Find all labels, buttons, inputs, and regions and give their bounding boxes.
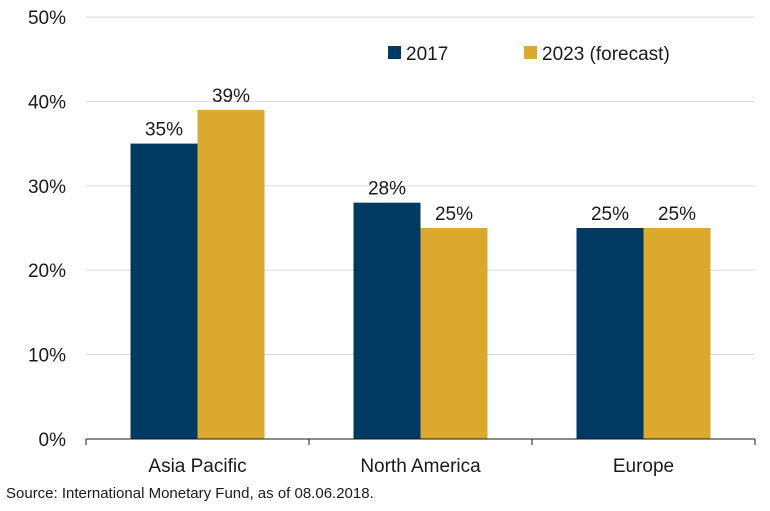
data-label: 25% [435, 204, 473, 225]
x-category-label: Europe [613, 456, 674, 477]
legend-label: 2023 (forecast) [542, 44, 670, 65]
x-axis: Asia Pacific North America Europe [85, 438, 756, 477]
data-labels: 35% 39% 28% 25% 25% 25% [145, 86, 696, 225]
source-note: Source: International Monetary Fund, as … [6, 485, 374, 502]
bars [130, 109, 711, 439]
bar [130, 143, 198, 439]
y-tick-label: 20% [28, 261, 66, 282]
x-category-label: Asia Pacific [148, 456, 246, 477]
legend-label: 2017 [406, 44, 448, 65]
data-label: 35% [145, 120, 183, 141]
data-label: 25% [658, 204, 696, 225]
x-category-label: North America [360, 456, 481, 477]
bar-chart: 0% 10% 20% 30% 40% 50% 35% 39% 28% 25% 25% 25% Asi… [28, 8, 756, 477]
bar [197, 109, 265, 439]
y-tick-label: 30% [28, 177, 66, 198]
data-label: 25% [591, 204, 629, 225]
bar [420, 228, 488, 439]
legend-swatch [524, 46, 537, 59]
bar [643, 228, 711, 439]
y-tick-label: 10% [28, 346, 66, 367]
y-tick-label: 40% [28, 92, 66, 113]
bar [576, 228, 644, 439]
bar [353, 202, 421, 439]
y-tick-label: 50% [28, 8, 66, 29]
legend: 2017 2023 (forecast) [388, 44, 670, 65]
data-label: 28% [368, 179, 406, 200]
legend-swatch [388, 46, 401, 59]
data-label: 39% [212, 86, 250, 107]
y-axis-tick-labels: 0% 10% 20% 30% 40% 50% [28, 8, 66, 451]
y-tick-label: 0% [39, 430, 67, 451]
